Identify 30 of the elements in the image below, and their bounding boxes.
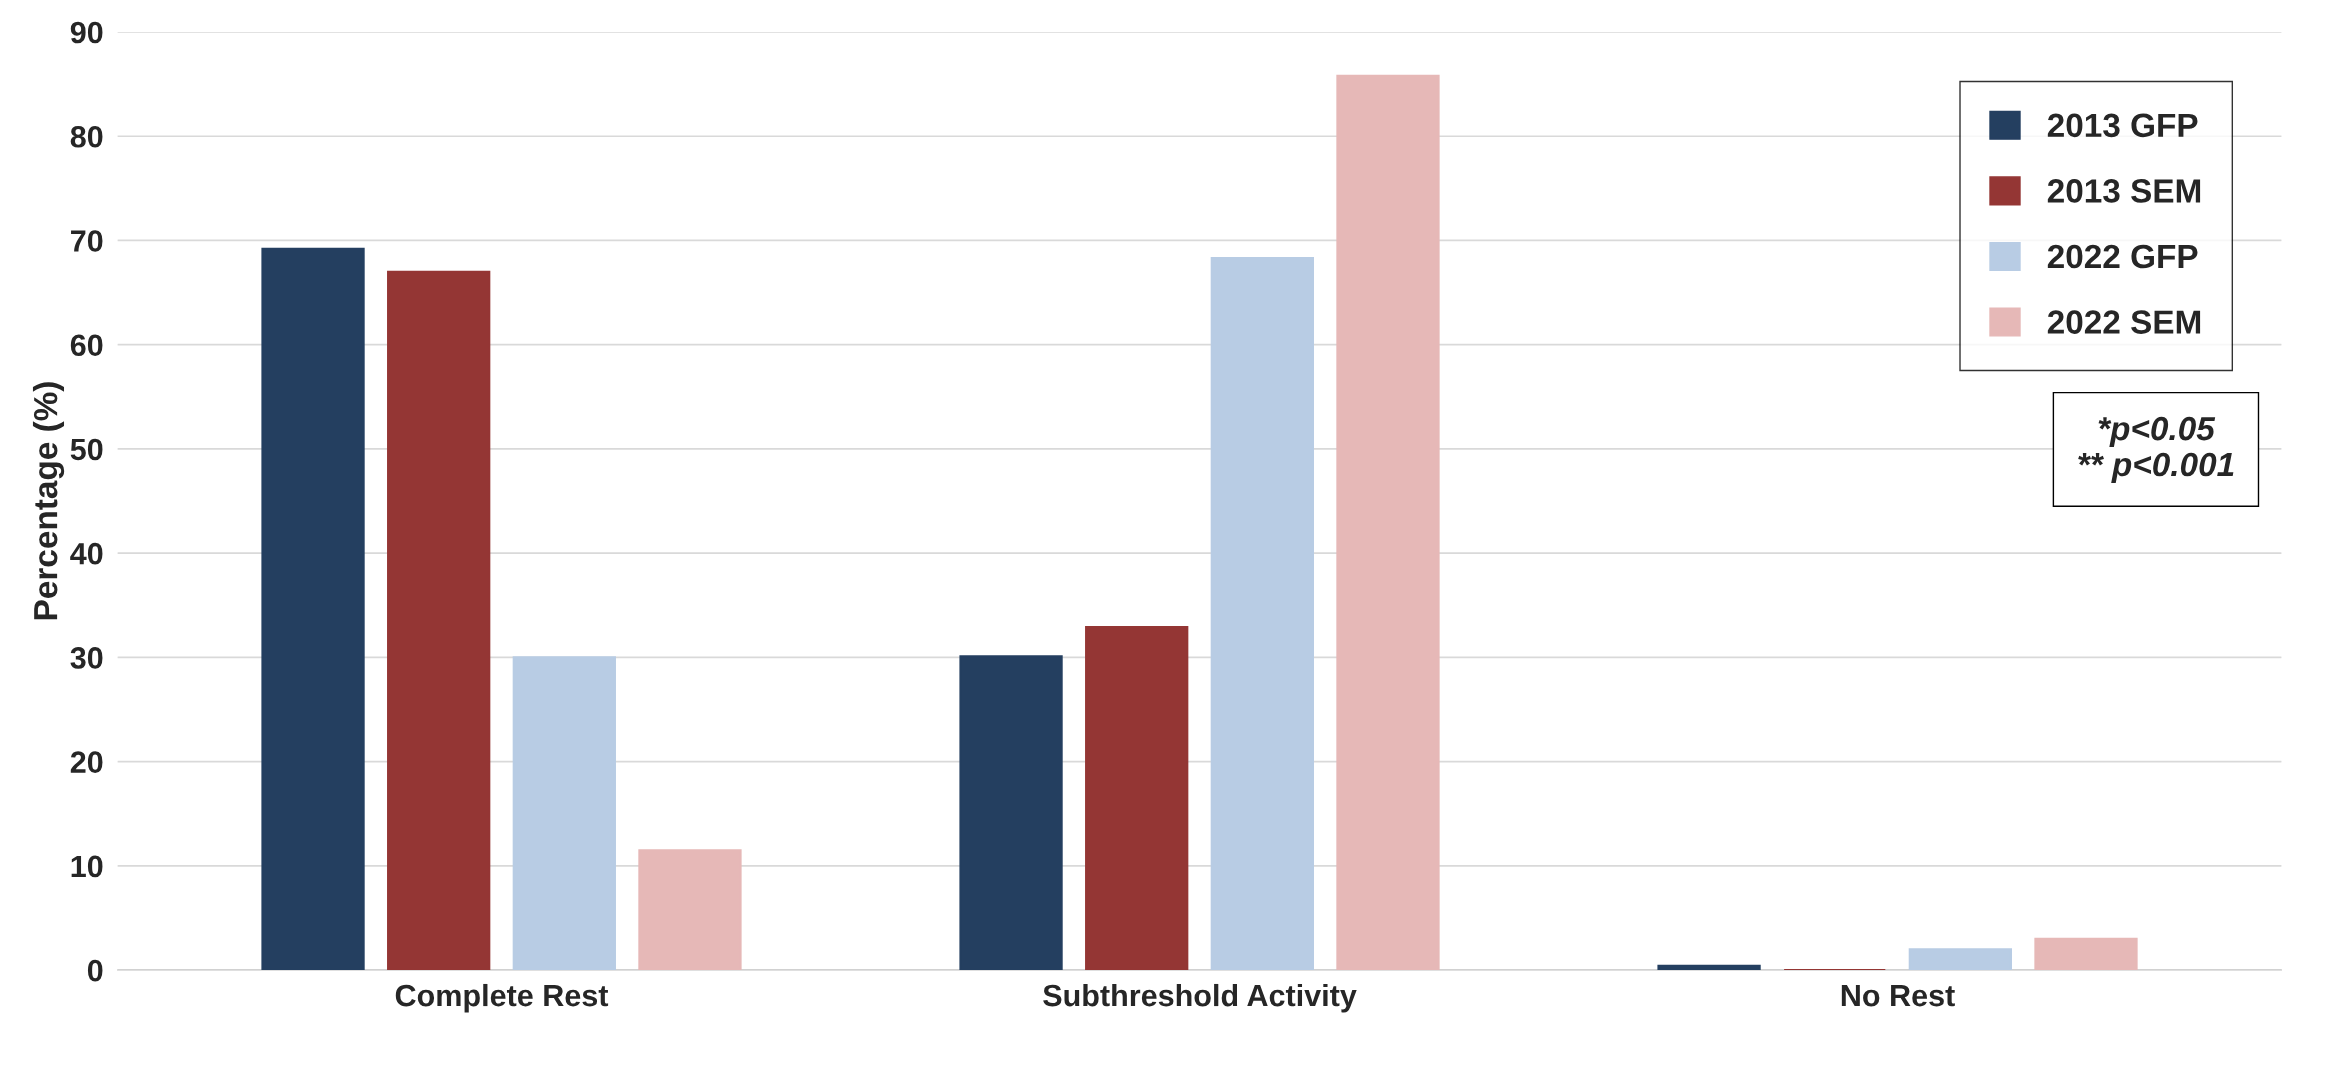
- y-tick-label: 80: [70, 125, 103, 148]
- bar: [1657, 964, 1761, 971]
- x-tick-label: Subthreshold Activity: [1043, 983, 1357, 1013]
- bar: [387, 270, 491, 971]
- y-tick-label: 20: [70, 751, 103, 773]
- y-tick-label: 40: [70, 542, 103, 565]
- bar: [1336, 74, 1440, 971]
- bar: [261, 247, 365, 971]
- bar: [2034, 937, 2138, 971]
- legend-label: 2022 GFP: [2047, 244, 2198, 269]
- bar: [959, 655, 1063, 971]
- bar: [638, 849, 742, 971]
- y-tick-label: 50: [70, 438, 103, 461]
- bar: [1210, 257, 1314, 971]
- y-tick-label: 10: [71, 855, 103, 878]
- y-tick-label: 30: [70, 647, 103, 669]
- x-tick-label: Complete Rest: [395, 983, 609, 1013]
- bar: [1085, 626, 1189, 971]
- y-tick-label: 90: [70, 21, 103, 44]
- x-tick-label: No Rest: [1841, 985, 1955, 1007]
- legend-label: 2022 SEM: [2047, 310, 2201, 334]
- bar: [1908, 948, 2012, 971]
- y-tick-label: 70: [71, 230, 103, 252]
- y-tick-label: 60: [70, 334, 103, 357]
- bar: [512, 656, 616, 971]
- y-tick-label: 0: [87, 959, 103, 982]
- legend-label: 2013 SEM: [2047, 179, 2201, 203]
- legend-label: 2013 GFP: [2047, 113, 2198, 138]
- annotation: *p<0.05 ** p<0.001: [2078, 416, 2234, 483]
- y-axis-title: Percentage (%): [32, 382, 65, 620]
